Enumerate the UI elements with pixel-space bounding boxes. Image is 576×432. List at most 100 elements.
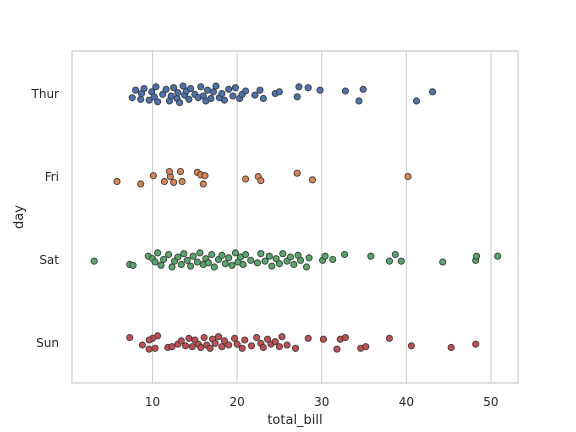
data-point — [302, 263, 311, 271]
data-point — [228, 261, 236, 269]
data-point — [189, 252, 197, 260]
data-point — [165, 167, 174, 176]
data-point — [283, 341, 291, 349]
data-point — [185, 334, 193, 342]
data-point — [162, 85, 170, 93]
data-point — [212, 82, 220, 90]
data-point — [279, 250, 287, 258]
data-point — [253, 333, 261, 342]
data-point — [265, 252, 273, 260]
data-point — [221, 260, 229, 268]
data-point — [297, 256, 305, 264]
data-point — [278, 333, 286, 341]
data-point — [218, 89, 226, 98]
y-tick-label: Fri — [45, 170, 59, 184]
data-point — [253, 259, 261, 267]
data-point — [200, 333, 208, 342]
data-point — [210, 263, 218, 271]
data-point — [239, 260, 247, 269]
data-point — [341, 87, 349, 95]
data-point — [247, 342, 256, 350]
data-point — [170, 178, 178, 186]
data-point — [256, 86, 264, 94]
data-point — [238, 344, 246, 352]
data-point — [272, 255, 280, 263]
data-point — [214, 333, 223, 341]
data-point — [225, 85, 233, 93]
data-point — [225, 341, 233, 349]
data-point — [308, 176, 316, 184]
data-point — [472, 252, 481, 260]
data-point — [295, 83, 303, 91]
y-tick-label: Thur — [31, 87, 60, 101]
data-point — [181, 342, 190, 350]
data-point — [257, 250, 265, 258]
data-point — [247, 256, 255, 264]
data-point — [293, 93, 301, 101]
plot-frame — [71, 50, 519, 384]
data-point — [404, 172, 412, 181]
y-tick-label: Sun — [36, 336, 59, 350]
data-point — [113, 177, 121, 186]
x-tick-label: 10 — [145, 395, 160, 409]
data-point — [203, 86, 212, 94]
data-point — [341, 333, 349, 342]
data-point — [126, 333, 134, 342]
data-point — [151, 344, 159, 352]
data-point — [233, 340, 241, 348]
data-point — [193, 258, 201, 266]
data-point — [188, 343, 196, 351]
data-point — [290, 260, 298, 269]
data-point — [412, 97, 421, 105]
data-point — [275, 260, 283, 268]
data-point — [177, 337, 185, 345]
plot-area — [72, 51, 518, 383]
data-point — [152, 83, 160, 91]
x-tick-labels: 10 20 30 40 50 — [145, 395, 499, 409]
data-point — [293, 169, 301, 177]
data-point — [218, 251, 226, 259]
data-point — [257, 177, 265, 185]
data-point — [145, 336, 153, 344]
data-point — [329, 255, 337, 264]
data-point — [286, 253, 294, 261]
data-point — [128, 94, 136, 102]
data-point — [242, 250, 250, 259]
data-point — [264, 335, 272, 343]
data-point — [268, 262, 276, 270]
data-point — [176, 167, 185, 176]
data-point — [174, 89, 182, 97]
data-point — [321, 252, 329, 260]
data-point — [174, 253, 182, 261]
data-point — [242, 87, 250, 95]
data-point — [304, 334, 312, 342]
data-point — [132, 86, 140, 94]
data-point — [180, 250, 188, 258]
data-point — [185, 95, 193, 103]
data-point — [241, 336, 249, 344]
data-point — [231, 334, 239, 342]
data-point — [385, 334, 393, 342]
data-point — [137, 95, 145, 103]
x-tick-label: 40 — [399, 395, 414, 409]
data-point — [305, 254, 313, 262]
data-point — [341, 250, 349, 259]
data-point — [179, 82, 187, 90]
data-point — [355, 97, 363, 105]
data-point — [165, 250, 173, 259]
data-point — [176, 99, 184, 107]
data-point — [391, 250, 399, 259]
data-point — [407, 342, 415, 350]
x-tick-label: 50 — [483, 395, 498, 409]
data-point — [316, 86, 324, 94]
data-point — [385, 257, 393, 265]
data-point — [231, 249, 239, 257]
data-point — [197, 343, 205, 352]
data-point — [319, 335, 327, 343]
data-point — [177, 260, 185, 269]
data-point — [150, 93, 158, 101]
data-point — [211, 339, 219, 347]
data-point — [447, 343, 455, 352]
series-sun — [126, 332, 480, 353]
